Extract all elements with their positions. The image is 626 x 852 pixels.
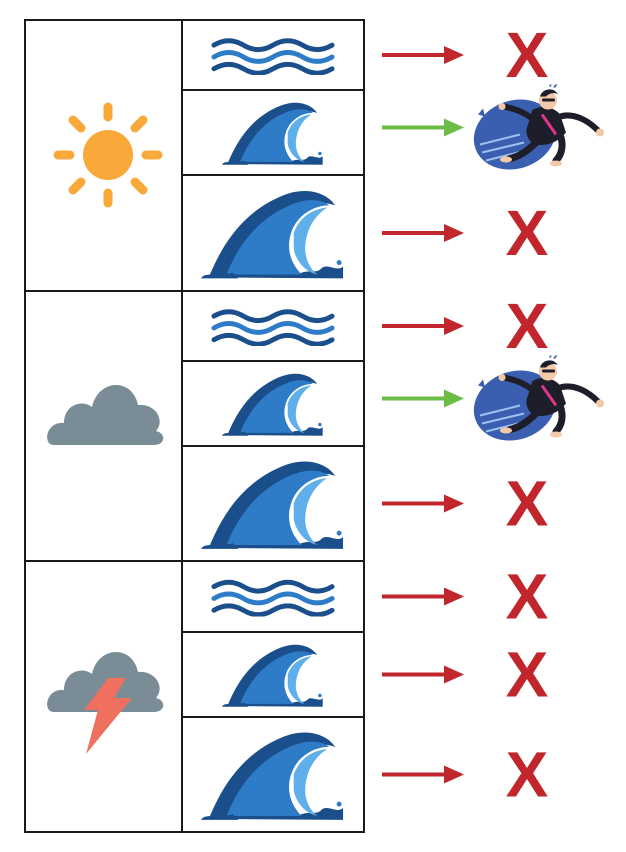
- cloud-icon: [47, 384, 164, 445]
- red-arrow: [382, 317, 464, 335]
- storm-cloud-icon: [47, 651, 164, 754]
- cross-icon: X: [506, 290, 549, 362]
- big-wave-icon: [200, 191, 344, 279]
- medium-wave-icon: [221, 102, 323, 165]
- cross-icon: X: [506, 639, 549, 711]
- red-arrow: [382, 665, 464, 684]
- cross-icon: X: [506, 197, 549, 269]
- cross-icon: X: [506, 19, 549, 91]
- big-wave-icon: [200, 732, 344, 820]
- table-grid: [24, 19, 365, 833]
- surfer-icon: [464, 81, 604, 181]
- small-ripple-waves-icon: [214, 312, 332, 344]
- red-arrow: [382, 587, 464, 606]
- sun-icon: [53, 102, 163, 208]
- red-arrow: [382, 765, 464, 784]
- surfer-icon: [464, 352, 604, 452]
- medium-wave-icon: [221, 644, 323, 707]
- medium-wave-icon: [221, 373, 323, 436]
- small-ripple-waves-icon: [214, 582, 332, 614]
- red-arrow: [382, 494, 464, 513]
- lightning-icon: [84, 678, 132, 754]
- red-arrow: [382, 224, 464, 242]
- cross-icon: X: [506, 561, 549, 633]
- small-ripple-waves-icon: [214, 41, 332, 73]
- cross-icon: X: [506, 468, 549, 540]
- green-arrow: [382, 389, 464, 408]
- cross-icon: X: [506, 739, 549, 811]
- green-arrow: [382, 118, 464, 137]
- red-arrow: [382, 46, 464, 64]
- big-wave-icon: [200, 461, 344, 549]
- table-frame: [24, 19, 365, 833]
